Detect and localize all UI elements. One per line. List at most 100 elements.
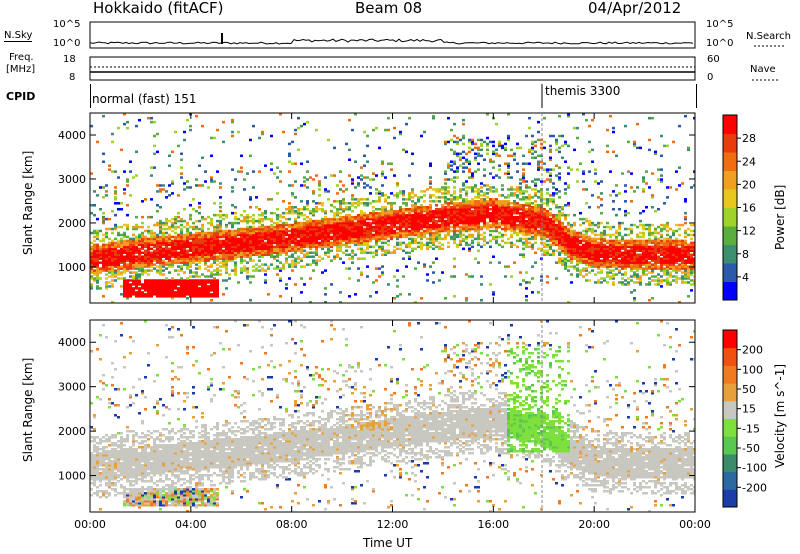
heatmap-cell	[624, 263, 627, 266]
heatmap-cell	[558, 134, 561, 138]
heatmap-cell	[537, 213, 540, 217]
heatmap-cell	[162, 231, 165, 235]
heatmap-cell	[366, 134, 369, 138]
heatmap-cell	[402, 225, 405, 229]
heatmap-cell	[162, 261, 165, 264]
freq-label: Freq.	[9, 52, 34, 63]
heatmap-cell	[465, 225, 468, 229]
heatmap-cell	[291, 194, 294, 197]
heatmap-cell	[297, 126, 300, 130]
heatmap-cell	[279, 247, 282, 251]
heatmap-cell	[585, 253, 588, 256]
heatmap-cell	[252, 170, 255, 173]
heatmap-cell	[447, 225, 450, 229]
heatmap-cell	[357, 182, 360, 185]
heatmap-cell	[393, 219, 396, 223]
heatmap-cell	[624, 209, 627, 213]
heatmap-cell	[546, 192, 549, 195]
heatmap-cell	[351, 241, 354, 245]
heatmap-cell	[207, 235, 210, 239]
heatmap-cell	[360, 257, 363, 260]
heatmap-cell	[462, 170, 465, 173]
heatmap-cell	[597, 243, 600, 247]
heatmap-cell	[390, 192, 393, 195]
heatmap-cell	[222, 263, 225, 266]
heatmap-cell	[141, 261, 144, 264]
heatmap-cell	[561, 245, 564, 249]
heatmap-cell	[495, 148, 498, 152]
heatmap-cell	[591, 247, 594, 251]
heatmap-cell	[264, 263, 267, 266]
heatmap-cell	[357, 247, 360, 251]
heatmap-cell	[267, 241, 270, 245]
heatmap-cell	[522, 204, 525, 207]
heatmap-cell	[576, 253, 579, 256]
heatmap-cell	[429, 225, 432, 229]
heatmap-cell	[552, 243, 555, 247]
heatmap-cell	[243, 209, 246, 213]
heatmap-cell	[216, 229, 219, 233]
heatmap-cell	[354, 223, 357, 227]
heatmap-cell	[216, 295, 219, 298]
heatmap-cell	[180, 158, 183, 161]
heatmap-cell	[324, 221, 327, 225]
heatmap-cell	[627, 257, 630, 260]
heatmap-cell	[552, 194, 555, 197]
heatmap-cell	[525, 233, 528, 237]
heatmap-cell	[420, 235, 423, 239]
heatmap-cell	[366, 227, 369, 231]
heatmap-cell	[453, 207, 456, 211]
heatmap-cell	[402, 275, 405, 278]
heatmap-cell	[132, 243, 135, 247]
heatmap-cell	[405, 122, 408, 126]
heatmap-cell	[141, 237, 144, 241]
heatmap-cell	[90, 269, 93, 272]
heatmap-cell	[594, 229, 597, 233]
heatmap-cell	[210, 263, 213, 266]
heatmap-cell	[288, 237, 291, 241]
heatmap-cell	[453, 204, 456, 207]
heatmap-cell	[468, 215, 471, 219]
heatmap-cell	[237, 241, 240, 245]
heatmap-cell	[579, 271, 582, 274]
heatmap-cell	[348, 225, 351, 229]
heatmap-cell	[207, 291, 210, 294]
heatmap-cell	[153, 237, 156, 241]
heatmap-cell	[621, 255, 624, 258]
heatmap-cell	[408, 233, 411, 237]
heatmap-cell	[129, 251, 132, 255]
heatmap-cell	[210, 223, 213, 227]
heatmap-cell	[348, 257, 351, 260]
heatmap-cell	[216, 291, 219, 294]
heatmap-cell	[147, 293, 150, 296]
heatmap-cell	[510, 207, 513, 211]
heatmap-cell	[183, 188, 186, 191]
heatmap-cell	[513, 211, 516, 215]
heatmap-cell	[561, 227, 564, 231]
heatmap-cell	[204, 245, 207, 249]
heatmap-cell	[279, 279, 282, 282]
heatmap-cell	[216, 289, 219, 292]
heatmap-cell	[405, 245, 408, 249]
heatmap-cell	[510, 202, 513, 205]
heatmap-cell	[108, 275, 111, 278]
heatmap-cell	[423, 235, 426, 239]
heatmap-cell	[165, 247, 168, 251]
heatmap-cell	[384, 221, 387, 225]
heatmap-cell	[123, 267, 126, 270]
heatmap-cell	[378, 215, 381, 219]
heatmap-cell	[534, 229, 537, 233]
heatmap-cell	[135, 293, 138, 296]
heatmap-cell	[549, 156, 552, 160]
heatmap-cell	[528, 237, 531, 241]
heatmap-cell	[564, 192, 567, 195]
heatmap-cell	[414, 217, 417, 221]
heatmap-cell	[159, 229, 162, 233]
heatmap-cell	[198, 295, 201, 298]
heatmap-cell	[132, 176, 135, 179]
heatmap-cell	[414, 227, 417, 231]
heatmap-cell	[555, 217, 558, 221]
heatmap-cell	[162, 227, 165, 231]
heatmap-cell	[438, 190, 441, 193]
heatmap-cell	[543, 227, 546, 231]
